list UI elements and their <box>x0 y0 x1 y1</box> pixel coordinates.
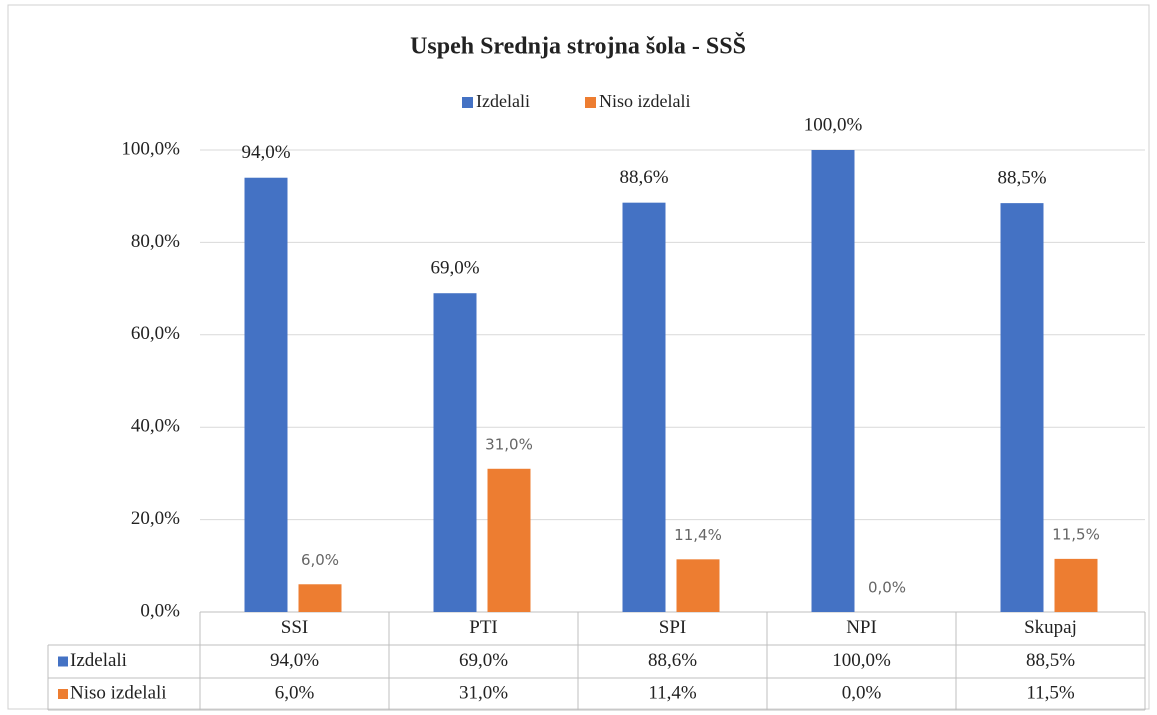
table-cell: 11,4% <box>648 682 697 703</box>
table-legend-key <box>58 656 68 667</box>
legend-key <box>585 97 596 108</box>
table-cell: 11,5% <box>1026 682 1075 703</box>
bar <box>1054 558 1098 612</box>
data-label: 69,0% <box>430 258 479 279</box>
table-cell: 31,0% <box>459 682 508 703</box>
x-tick-label: SSI <box>281 617 308 638</box>
x-tick-label: PTI <box>469 617 498 638</box>
chart-border <box>7 4 1150 710</box>
bar <box>622 202 666 612</box>
legend-label: Niso izdelali <box>599 91 690 111</box>
x-tick-label: NPI <box>846 617 877 638</box>
bar <box>433 293 477 612</box>
table-cell: 6,0% <box>275 682 315 703</box>
table-row-label: Izdelali <box>70 650 127 671</box>
y-tick-label: 40,0% <box>131 416 180 437</box>
bar <box>811 150 855 612</box>
data-label: 100,0% <box>804 114 863 135</box>
table-cell: 88,6% <box>648 650 697 671</box>
y-tick-label: 20,0% <box>131 508 180 529</box>
data-label: 11,5% <box>1052 525 1100 543</box>
data-label: 0,0% <box>868 579 906 597</box>
data-label: 88,5% <box>997 167 1046 188</box>
table-cell: 0,0% <box>842 682 882 703</box>
data-label: 88,6% <box>619 167 668 188</box>
bar <box>676 559 720 612</box>
legend-key <box>462 97 473 108</box>
y-tick-label: 60,0% <box>131 323 180 344</box>
bar <box>244 177 288 612</box>
bar <box>487 468 531 612</box>
bar <box>1000 203 1044 612</box>
bar <box>298 584 342 612</box>
table-cell: 94,0% <box>270 650 319 671</box>
x-tick-label: SPI <box>659 617 686 638</box>
table-legend-key <box>58 689 68 699</box>
data-label: 6,0% <box>301 551 339 569</box>
table-cell: 88,5% <box>1026 650 1075 671</box>
table-cell: 69,0% <box>459 650 508 671</box>
y-tick-label: 0,0% <box>140 600 180 621</box>
legend-label: Izdelali <box>476 91 530 111</box>
data-label: 94,0% <box>241 142 290 163</box>
x-tick-label: Skupaj <box>1024 617 1077 638</box>
y-tick-label: 100,0% <box>121 138 180 159</box>
chart-title: Uspeh Srednja strojna šola - SSŠ <box>410 33 746 60</box>
table-cell: 100,0% <box>832 650 891 671</box>
y-tick-label: 80,0% <box>131 231 180 252</box>
table-row-label: Niso izdelali <box>70 682 167 703</box>
data-label: 11,4% <box>674 526 722 544</box>
data-label: 31,0% <box>485 435 533 453</box>
